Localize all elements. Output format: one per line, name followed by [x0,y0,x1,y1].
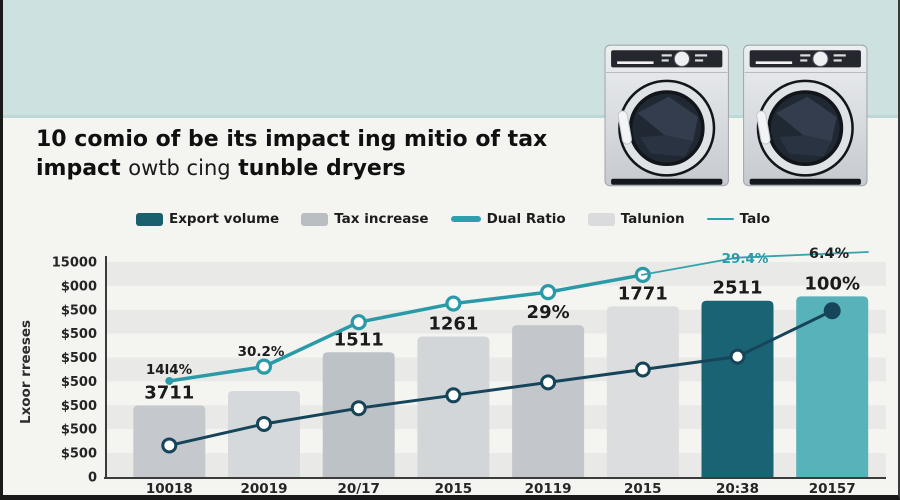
line-marker [634,361,651,378]
gridline-band [106,453,886,477]
line-marker [161,437,178,454]
gridline-band [106,309,886,334]
subtitle-line2-bold2: tunble dryers [238,156,406,181]
line-marker [823,302,841,320]
legend-item-export-volume: Export volume [136,211,279,227]
y-axis-tick-label: $500 [61,423,97,438]
line-series-talo [640,251,869,276]
y-axis-tick-label: $500 [61,447,97,462]
tumble-dryer-icons [604,42,868,192]
legend-label: Dual Ratio [486,211,566,227]
gridline-band [106,333,886,358]
bar-value-label: 29% [527,302,570,323]
tumble-dryer-icon-2 [744,45,867,186]
gridline-band [106,429,886,454]
subtitle-line2-bold1: impact [36,156,121,181]
legend-item-talo: Talo [706,211,771,227]
tax-increase-swatch-icon [301,212,329,226]
y-axis-tick-label: $500 [61,351,97,366]
x-axis-category-label: 20157 [809,481,856,497]
gridline-band [106,262,886,286]
line-annotation: 6.4% [809,246,850,262]
line-series-dual-ratio [167,273,645,383]
line-marker [729,348,746,365]
y-axis-title: Lxoor rreeses [18,320,34,424]
x-axis-category-label: 20/17 [337,481,380,497]
bar-value-label: 1261 [428,314,478,335]
talo-swatch-icon [706,217,734,221]
dual-ratio-swatch-icon [450,216,481,222]
y-axis-tick-label: $500 [61,303,97,318]
bar-value-label: 100% [804,273,860,294]
tumble-dryer-icon-1 [605,45,728,186]
line-marker [540,374,557,391]
y-axis-tick-label: 15000 [52,256,97,271]
bar-category-8 [796,296,869,477]
x-axis-category-label: 10018 [146,481,193,497]
legend-item-dual-ratio: Dual Ratio [450,211,566,227]
legend-label: Tax increase [334,211,429,227]
legend-label: Export volume [169,211,280,227]
legend-item-tax-increase: Tax increase [301,211,429,227]
line-marker [165,376,174,385]
x-axis-category-label: 20119 [525,481,572,497]
y-axis-tick-label: $500 [61,375,97,390]
bar-category-6 [606,306,679,477]
gridline-band [106,381,886,406]
bar-value-label: 1771 [618,283,668,304]
bar-value-label: 3711 [144,382,194,403]
export-volume-swatch-icon [136,212,163,226]
bar-category-5 [512,325,585,477]
bar-value-label: 1511 [334,329,384,350]
line-marker [255,358,273,375]
chart-legend: Export volume Tax increase Dual Ratio Talun… [136,211,770,227]
line-annotation: 29.4% [722,251,769,267]
line-annotation: 30.2% [238,344,285,360]
line-marker [539,284,557,301]
line-marker [350,314,367,331]
subtitle-line1: 10 comio of be its impact ing mitio of t… [36,127,548,152]
x-axis-category-label: 20019 [241,481,288,497]
line-marker [445,295,462,312]
y-axis-tick-label: $500 [61,399,97,414]
line-annotation: 14l4% [146,362,193,378]
line-marker [445,387,462,404]
line-marker [256,415,272,432]
line-marker [350,400,367,417]
subtitle-text: 10 comio of be its impact ing mitio of t… [36,126,616,183]
bar-category-2 [228,391,300,477]
x-axis-category-label: 2015 [624,481,662,497]
subtitle-line2-light: owtb cing [128,156,231,180]
legend-label: Talunion [620,211,685,227]
talunion-swatch-icon [587,212,615,226]
bar-category-4 [417,336,490,477]
x-axis-category-label: 20:38 [716,481,759,497]
x-axis-category-label: 2015 [435,481,473,497]
y-axis-tick-label: $500 [61,327,97,342]
bar-value-label: 2511 [712,278,762,299]
line-series-export-volume [167,309,834,447]
legend-item-talunion: Talunion [587,211,685,227]
gridline-band [106,405,886,430]
y-axis-tick-label: 0 [88,471,97,486]
legend-label: Talo [739,211,771,227]
y-axis-tick-label: $000 [61,279,97,294]
bar-category-7 [701,300,774,477]
